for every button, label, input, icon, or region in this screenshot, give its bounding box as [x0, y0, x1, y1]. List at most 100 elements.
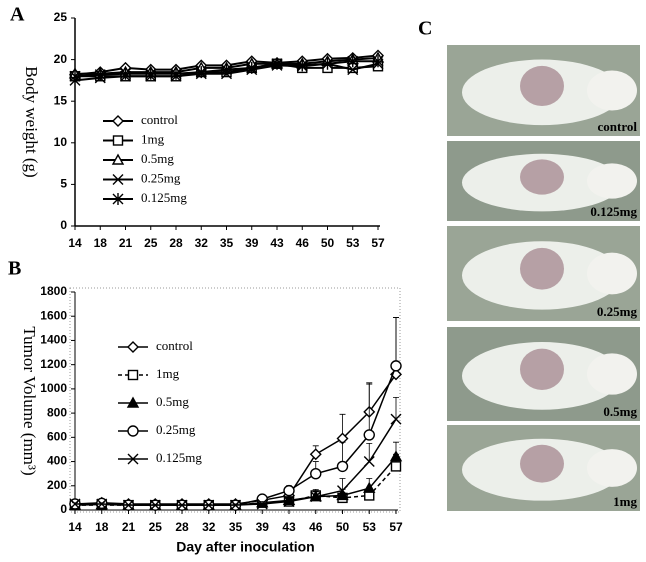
- data-point: [120, 67, 131, 80]
- y-axis-title: Body weight (g): [22, 66, 41, 177]
- y-tick-label: 1600: [40, 308, 67, 322]
- error-bar: [366, 383, 373, 435]
- x-axis-title: Day after inoculation: [176, 539, 314, 555]
- photo-label: 0.125mg: [590, 204, 637, 219]
- x-tick-label: 32: [195, 236, 209, 250]
- data-point: [176, 499, 188, 511]
- y-tick-label: 0: [60, 502, 67, 516]
- data-point: [203, 499, 215, 511]
- data-point: [310, 467, 322, 480]
- y-tick-label: 1400: [40, 333, 67, 347]
- mouse-head: [587, 163, 637, 199]
- x-tick-label: 43: [270, 236, 284, 250]
- data-point: [123, 499, 134, 511]
- tumor: [520, 159, 564, 195]
- error-bar: [366, 442, 373, 462]
- y-tick-label: 400: [47, 454, 67, 468]
- mouse-head: [587, 70, 637, 111]
- data-point: [145, 67, 157, 80]
- mouse-head: [587, 449, 637, 487]
- legend-marker: [127, 369, 139, 381]
- data-point: [256, 498, 268, 510]
- data-point: [390, 461, 402, 472]
- y-tick-label: 10: [54, 135, 68, 149]
- legend-marker: [126, 396, 140, 408]
- legend-marker: [112, 193, 124, 205]
- data-point: [296, 59, 308, 72]
- legend-label: control: [156, 338, 193, 353]
- y-tick-label: 20: [54, 52, 68, 66]
- x-tick-label: 21: [119, 236, 133, 250]
- y-tick-label: 1800: [40, 284, 67, 298]
- data-point: [195, 66, 207, 79]
- legend-marker: [112, 115, 124, 127]
- photo-label: 0.5mg: [603, 404, 637, 419]
- x-tick-label: 14: [68, 520, 82, 534]
- data-point: [337, 485, 348, 497]
- data-point: [69, 498, 81, 510]
- legend-marker: [127, 425, 139, 437]
- x-tick-label: 53: [363, 520, 377, 534]
- data-point: [309, 448, 322, 461]
- error-bar: [393, 317, 399, 366]
- x-tick-label: 18: [95, 520, 109, 534]
- y-tick-label: 5: [60, 177, 67, 191]
- panel-label: B: [8, 258, 21, 280]
- panel-label: A: [10, 4, 25, 26]
- y-tick-label: 15: [54, 93, 68, 107]
- data-point: [390, 413, 402, 425]
- x-tick-label: 57: [389, 520, 403, 534]
- series-line: [75, 418, 397, 506]
- y-tick-label: 800: [47, 405, 67, 419]
- data-point: [389, 450, 403, 462]
- error-bar: [312, 489, 319, 497]
- x-tick-label: 14: [68, 236, 82, 250]
- data-point: [230, 499, 241, 511]
- data-point: [283, 496, 295, 508]
- data-point: [347, 64, 359, 76]
- y-tick-label: 600: [47, 430, 67, 444]
- x-tick-label: 25: [144, 236, 158, 250]
- x-tick-label: 35: [229, 520, 243, 534]
- data-point: [246, 61, 258, 74]
- data-point: [390, 360, 402, 372]
- mouse-head: [587, 353, 637, 395]
- x-tick-label: 53: [346, 236, 360, 250]
- data-point: [94, 68, 106, 81]
- x-tick-label: 25: [149, 520, 163, 534]
- data-point: [69, 70, 81, 83]
- x-tick-label: 57: [371, 236, 385, 250]
- data-point: [322, 57, 333, 70]
- x-tick-label: 21: [122, 520, 136, 534]
- data-point: [336, 489, 349, 501]
- photo-label: control: [598, 119, 638, 134]
- y-tick-label: 0: [60, 218, 67, 232]
- y-axis-title: Tumor Volume (mm³): [20, 326, 39, 475]
- data-point: [170, 67, 182, 80]
- legend-label: 0.125mg: [156, 450, 202, 465]
- x-tick-label: 50: [321, 236, 335, 250]
- legend-label: 0.25mg: [141, 170, 181, 185]
- data-point: [149, 499, 161, 511]
- photo-panel: control 0.125mg 0.25mg 0.5mg 1mg: [447, 45, 640, 511]
- y-tick-label: 25: [54, 10, 68, 24]
- legend-label: 0.5mg: [141, 151, 174, 166]
- x-tick-label: 28: [175, 520, 189, 534]
- x-tick-label: 46: [309, 520, 323, 534]
- error-bar: [339, 478, 346, 491]
- x-tick-label: 35: [220, 236, 234, 250]
- tumor: [520, 348, 564, 390]
- data-point: [310, 491, 322, 503]
- x-tick-label: 39: [256, 520, 270, 534]
- data-point: [271, 57, 283, 70]
- x-tick-label: 18: [94, 236, 108, 250]
- y-tick-label: 200: [47, 478, 67, 492]
- legend-label: control: [141, 112, 178, 127]
- panel-label: C: [418, 18, 432, 40]
- plot-frame: [69, 287, 401, 513]
- x-tick-label: 32: [202, 520, 216, 534]
- data-point: [221, 63, 232, 76]
- mouse-head: [587, 252, 637, 295]
- y-tick-label: 1200: [40, 357, 67, 371]
